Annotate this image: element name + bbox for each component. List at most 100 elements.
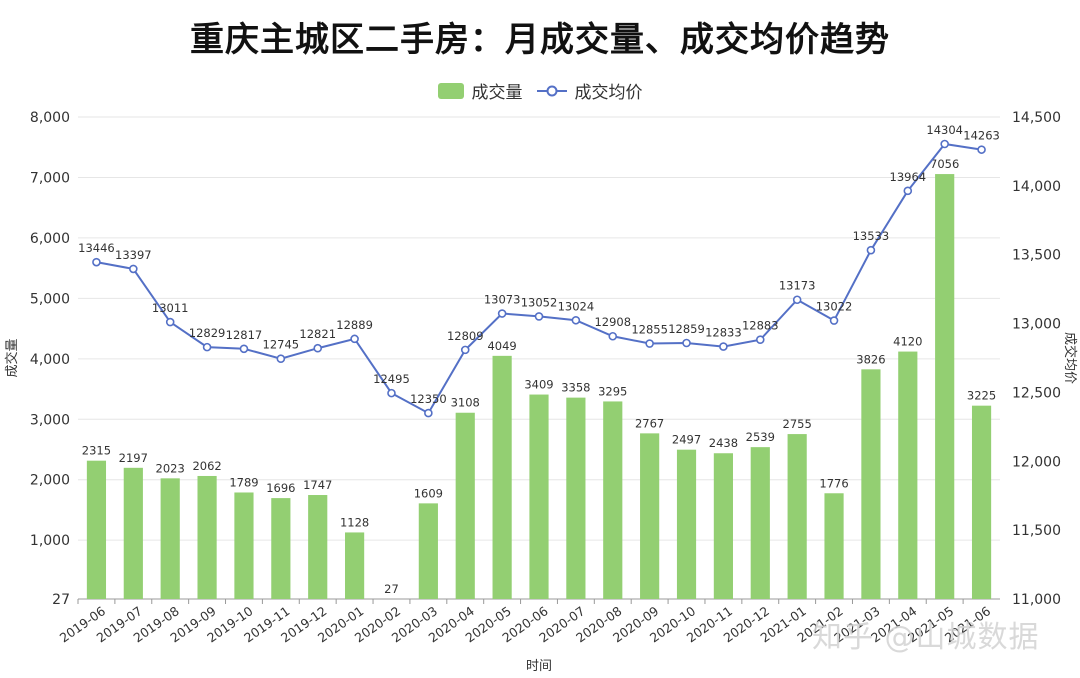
bar-value-label: 3225 (967, 389, 996, 403)
y2-tick-label: 13,500 (1012, 248, 1061, 264)
y-tick-label: 3,000 (30, 412, 70, 428)
y2-tick-label: 12,000 (1012, 454, 1061, 470)
bar (935, 174, 955, 599)
price-value-label: 12855 (631, 323, 668, 337)
y2-tick-label: 12,500 (1012, 385, 1061, 401)
price-point (313, 343, 323, 353)
price-value-label: 13964 (890, 170, 927, 184)
price-value-label: 12833 (705, 326, 742, 340)
price-point (202, 342, 212, 352)
price-value-label: 12350 (410, 392, 447, 406)
bar-value-label: 3358 (561, 381, 590, 395)
price-value-label: 13073 (484, 293, 521, 307)
bar-value-label: 2315 (82, 444, 111, 458)
price-point (903, 186, 913, 196)
bar (492, 355, 512, 599)
bar (750, 447, 770, 599)
bar (123, 467, 143, 599)
price-value-label: 12809 (447, 329, 484, 343)
bar-value-label: 7056 (930, 157, 959, 171)
price-value-label: 13011 (152, 301, 189, 315)
bar (160, 478, 180, 599)
price-point (755, 335, 765, 344)
watermark-text: 知乎 @山城数据 (812, 620, 1040, 655)
bar-value-label: 2023 (156, 461, 185, 475)
bar-value-label: 3108 (451, 396, 480, 410)
price-point (92, 257, 101, 267)
price-point (571, 315, 581, 325)
bar (529, 394, 549, 599)
price-point (792, 295, 802, 305)
bar (898, 351, 918, 599)
x-axis-title: 时间 (526, 659, 552, 674)
bar-value-label: 1609 (414, 486, 443, 500)
bar-value-label: 1128 (340, 515, 369, 529)
y2-tick-label: 13,000 (1012, 317, 1061, 333)
bar-value-label: 2539 (746, 430, 775, 444)
bar (971, 405, 992, 599)
y-tick-label: 6,000 (30, 231, 70, 247)
price-point (682, 338, 691, 348)
price-point (460, 345, 470, 355)
bar (234, 492, 254, 599)
bar-value-label: 3826 (856, 352, 885, 366)
price-point (829, 316, 839, 325)
bar (345, 532, 365, 599)
price-value-label: 13533 (853, 229, 890, 243)
price-value-label: 12829 (189, 326, 226, 340)
price-point (645, 339, 654, 348)
legend-item-volume[interactable]: 成交量 (437, 78, 523, 103)
y2-tick-label: 11,000 (1012, 592, 1061, 608)
bar (676, 449, 697, 599)
y-tick-label: 4,000 (30, 352, 70, 368)
bar (640, 433, 660, 599)
bar-value-label: 2755 (783, 417, 812, 431)
legend: 成交量 成交均价 (0, 78, 1080, 103)
price-point (350, 334, 359, 344)
price-point (129, 264, 138, 274)
bar-value-label: 4049 (487, 339, 516, 353)
price-point (387, 388, 396, 398)
bar-value-label: 4120 (893, 335, 922, 349)
y-tick-label: 1,000 (30, 533, 70, 549)
bar-value-label: 3409 (524, 378, 553, 392)
bar (455, 412, 475, 599)
legend-bar-swatch (437, 82, 464, 99)
bar-value-label: 1776 (819, 476, 848, 490)
bar (86, 460, 107, 599)
bar (861, 369, 881, 599)
bar (566, 397, 586, 599)
chart-title: 重庆主城区二手房：月成交量、成交均价趋势 (190, 20, 890, 60)
bar-value-label: 1747 (303, 478, 332, 492)
price-value-label: 13052 (521, 295, 558, 309)
bar-value-label: 2197 (119, 451, 148, 465)
legend-line-marker (546, 85, 557, 96)
price-point (977, 145, 986, 154)
bar (418, 503, 438, 599)
price-point (424, 408, 433, 418)
bar (713, 453, 733, 599)
bar (787, 434, 807, 599)
y-tick-label: 2,000 (30, 473, 70, 489)
y2-axis-title: 成交均价 (1062, 332, 1078, 384)
price-value-label: 13173 (779, 279, 816, 293)
price-point (866, 245, 876, 255)
price-value-label: 12817 (226, 328, 263, 342)
y-tick-label: 8,000 (30, 110, 70, 126)
price-value-label: 12883 (742, 319, 779, 333)
price-value-label: 12495 (373, 372, 410, 386)
price-value-label: 12908 (594, 315, 631, 329)
bar (271, 498, 291, 599)
bar (308, 495, 328, 599)
legend-item-price[interactable]: 成交均价 (536, 78, 643, 103)
y-tick-label: 5,000 (30, 291, 70, 307)
legend-line-swatch (536, 85, 567, 96)
price-value-label: 13397 (115, 248, 152, 262)
price-point (276, 354, 286, 363)
price-value-label: 13446 (78, 241, 115, 255)
price-point (497, 309, 507, 318)
legend-label-price: 成交均价 (574, 83, 643, 103)
price-value-label: 12889 (336, 318, 373, 332)
